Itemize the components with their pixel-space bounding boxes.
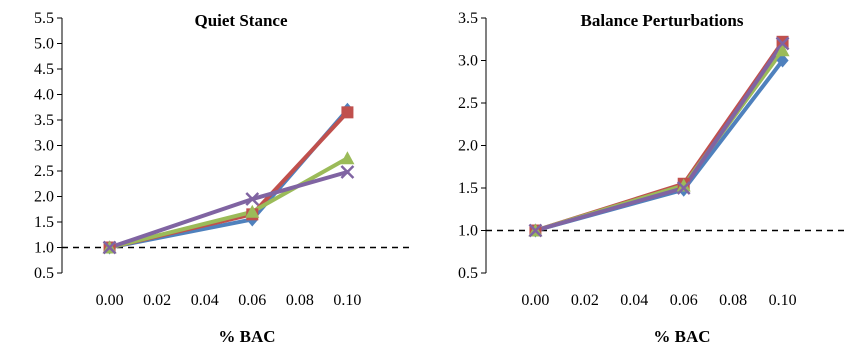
x-axis-label: % BAC <box>653 327 710 346</box>
data-point-triangle <box>340 151 355 165</box>
y-tick-label: 5.5 <box>34 10 54 27</box>
y-tick-label: 2.0 <box>34 189 54 206</box>
series-line-x <box>107 170 350 250</box>
x-tick-label: 0.00 <box>96 292 124 309</box>
chart-title: Quiet Stance <box>194 11 287 30</box>
y-tick-label: 4.0 <box>34 87 54 104</box>
data-point-x <box>676 181 691 195</box>
y-tick-label: 1.5 <box>34 214 54 231</box>
data-point-square <box>341 106 354 119</box>
series-line-diamond <box>533 58 785 233</box>
x-tick-label: 0.04 <box>620 292 648 309</box>
y-tick-label: 3.0 <box>458 53 478 70</box>
chart-balance-perturbations: 0.5 1.0 1.5 2.0 2.5 3.0 3.5 0.00 0.02 0.04 0.06 0.0… <box>458 10 846 346</box>
x-axis-label: % BAC <box>218 327 275 346</box>
data-point-x <box>528 223 543 238</box>
x-tick-label: 0.08 <box>719 292 747 309</box>
y-tick-label: 1.0 <box>34 240 54 257</box>
y-tick-label: 1.0 <box>458 223 478 240</box>
x-tick-label: 0.10 <box>769 292 797 309</box>
data-point-triangle <box>775 43 790 57</box>
data-point-x <box>102 240 117 255</box>
y-tick-label: 2.0 <box>458 138 478 155</box>
y-tick-label: 0.5 <box>458 265 478 282</box>
y-tick-label: 2.5 <box>34 163 54 180</box>
x-tick-label: 0.06 <box>670 292 698 309</box>
data-point-x <box>775 36 790 51</box>
y-tick-label: 2.5 <box>458 95 478 112</box>
x-tick-label: 0.04 <box>191 292 219 309</box>
x-tick-label: 0.00 <box>521 292 549 309</box>
x-tick-label: 0.02 <box>143 292 171 309</box>
x-tick-label: 0.02 <box>571 292 599 309</box>
data-point-diamond <box>776 53 789 68</box>
y-tick-label: 0.5 <box>34 265 54 282</box>
x-tick-label: 0.06 <box>238 292 266 309</box>
x-tick-label: 0.10 <box>333 292 361 309</box>
data-point-triangle <box>245 204 260 218</box>
x-tick-label: 0.08 <box>286 292 314 309</box>
data-point-triangle <box>676 178 691 192</box>
series-line-square <box>533 39 785 233</box>
y-tick-label: 3.5 <box>34 112 54 129</box>
data-point-x <box>245 192 260 206</box>
data-point-x <box>340 165 355 179</box>
y-tick-label: 3.0 <box>34 138 54 155</box>
chart-title: Balance Perturbations <box>581 11 744 30</box>
chart-quiet-stance: 0.5 1.0 1.5 2.0 2.5 3.0 3.5 4.0 4.5 5.0 5.5 0.00 0.0… <box>34 10 410 346</box>
series-line-x <box>533 41 785 233</box>
y-tick-label: 3.5 <box>458 10 478 27</box>
series-line-triangle <box>533 48 785 233</box>
y-tick-label: 5.0 <box>34 36 54 53</box>
y-tick-label: 1.5 <box>458 180 478 197</box>
y-tick-label: 4.5 <box>34 61 54 78</box>
